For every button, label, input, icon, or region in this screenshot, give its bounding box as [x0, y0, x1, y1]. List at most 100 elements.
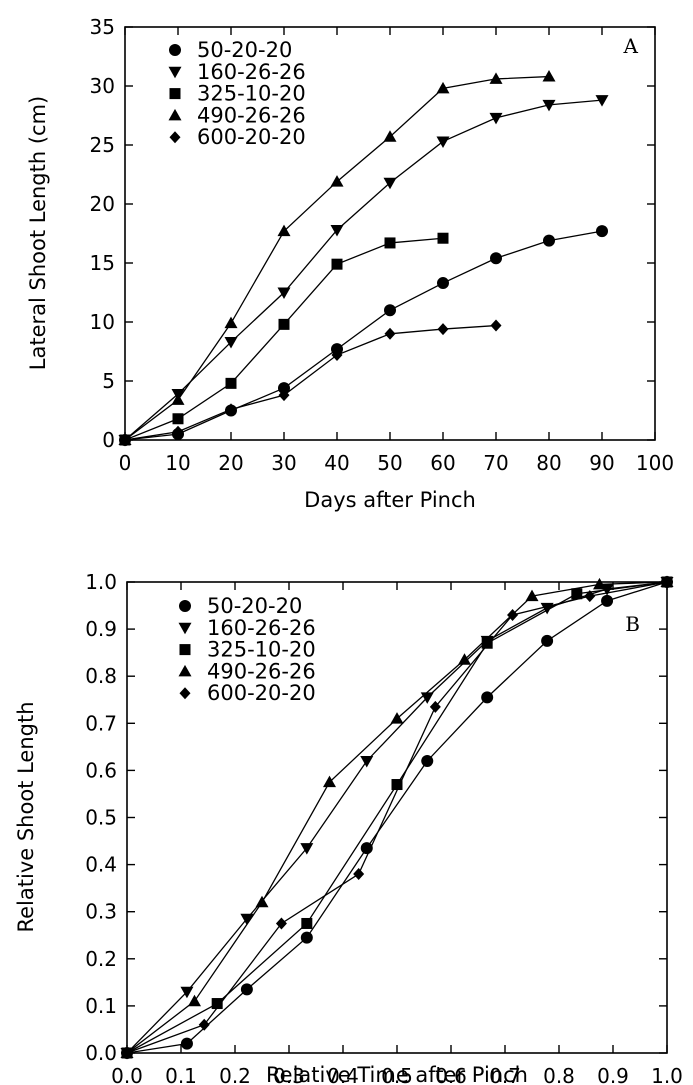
panel-a-data-point-50-20-20: [596, 225, 608, 238]
panel-b-y-tick-label: 0.2: [85, 947, 117, 971]
panel-a-data-point-325-10-20: [278, 318, 290, 330]
panel-a-x-axis-label: Days after Pinch: [304, 488, 476, 512]
panel-a-x-tick-label: 90: [589, 451, 614, 475]
panel-a-data-point-160-26-26: [542, 99, 556, 112]
panel-a-legend-marker-600-20-20: [169, 131, 181, 144]
panel-a-y-tick-label: 35: [90, 15, 115, 39]
panel-b-data-point-490-26-26: [390, 712, 404, 724]
panel-b-series-50-20-20: [121, 576, 673, 1059]
panel-a-data-point-490-26-26: [436, 81, 450, 94]
panel-b-data-point-325-10-20: [301, 917, 313, 929]
panel-a-legend-marker-325-10-20: [169, 88, 181, 100]
panel-b-data-point-50-20-20: [240, 983, 253, 996]
panel-a-data-point-600-20-20: [278, 389, 290, 402]
panel-a-data-point-600-20-20: [331, 349, 343, 362]
panel-b-data-point-50-20-20: [541, 634, 554, 647]
panel-a-x-tick-label: 0: [119, 451, 132, 475]
panel-a-data-point-50-20-20: [437, 277, 449, 290]
panel-a-data-point-160-26-26: [436, 136, 450, 148]
panel-b-legend-marker-490-26-26: [178, 664, 192, 677]
panel-b-x-tick-label: 1.0: [651, 1064, 683, 1085]
panel-a-legend-label-160-26-26: 160-26-26: [197, 60, 306, 84]
panel-b-data-point-160-26-26: [300, 843, 314, 855]
panel-b-y-tick-label: 0.6: [85, 758, 117, 782]
panel-b-x-tick-label: 0.3: [273, 1064, 305, 1085]
panel-b-legend-marker-600-20-20: [179, 687, 191, 700]
panel-b-y-tick-label: 0.5: [85, 806, 117, 830]
panel-b-data-point-50-20-20: [300, 931, 313, 944]
panel-b-data-point-50-20-20: [180, 1037, 193, 1050]
panel-a-x-tick-label: 40: [324, 451, 349, 475]
panel-a-legend-marker-50-20-20: [169, 44, 181, 56]
panel-b-data-point-600-20-20: [429, 700, 441, 713]
panel-b-y-tick-label: 0.1: [85, 994, 117, 1018]
panel-a-data-point-490-26-26: [542, 70, 556, 82]
panel-a-x-tick-label: 70: [483, 451, 508, 475]
panel-b-data-point-600-20-20: [584, 590, 596, 603]
panel-a-legend-label-490-26-26: 490-26-26: [197, 103, 306, 127]
panel-a-series-160-26-26: [118, 95, 609, 447]
panel-a-series-490-26-26: [118, 70, 556, 445]
panel-b-data-point-325-10-20: [571, 588, 583, 600]
panel-b-series-line-50-20-20: [126, 581, 668, 1054]
panel-b-data-point-50-20-20: [601, 594, 614, 607]
panel-a-data-point-490-26-26: [330, 175, 344, 187]
panel-a-data-point-490-26-26: [224, 316, 238, 329]
panel-a-data-point-325-10-20: [384, 237, 396, 249]
panel-b-legend: 50-20-20160-26-26325-10-20490-26-26600-2…: [178, 594, 316, 705]
panel-a-y-tick-label: 0: [102, 428, 115, 452]
panel-a-data-point-160-26-26: [595, 95, 609, 107]
panel-b-legend-label-325-10-20: 325-10-20: [207, 638, 316, 662]
panel-a-x-tick-label: 100: [636, 451, 674, 475]
panel-a-data-point-490-26-26: [489, 72, 503, 84]
panel-a-legend-label-50-20-20: 50-20-20: [197, 38, 292, 62]
panel-b-x-tick-label: 0.7: [489, 1064, 521, 1085]
panel-b-y-tick-label: 0.9: [85, 617, 117, 641]
panel-b-data-point-325-10-20: [481, 637, 493, 649]
panel-b-data-point-490-26-26: [323, 775, 336, 788]
panel-b-legend-label-490-26-26: 490-26-26: [207, 659, 316, 683]
panel-a-series-line-490-26-26: [124, 75, 550, 441]
panel-b-data-point-490-26-26: [593, 577, 606, 590]
panel-a-data-point-50-20-20: [490, 252, 502, 265]
panel-a-data-point-490-26-26: [383, 130, 397, 142]
panel-b-x-tick-label: 0.4: [327, 1064, 359, 1085]
panel-b-series-490-26-26: [120, 575, 674, 1058]
panel-b-legend-marker-50-20-20: [179, 600, 191, 612]
panel-b-data-point-490-26-26: [458, 653, 471, 665]
panel-b-x-tick-label: 0.8: [543, 1064, 575, 1085]
panel-b-data-point-50-20-20: [421, 754, 434, 767]
panel-b-data-point-600-20-20: [121, 1047, 133, 1059]
panel-b-letter: B: [625, 612, 640, 636]
panel-b-x-tick-label: 0.2: [219, 1064, 251, 1085]
panel-b-data-point-490-26-26: [188, 994, 201, 1007]
panel-b-series-600-20-20: [121, 576, 673, 1059]
panel-b-data-point-600-20-20: [661, 576, 673, 588]
panel-b-y-tick-label: 0.3: [85, 900, 117, 924]
panel-a-x-tick-label: 80: [536, 451, 561, 475]
panel-a-data-point-160-26-26: [330, 224, 344, 237]
panel-a-data-point-50-20-20: [278, 382, 290, 395]
panel-b-x-tick-label: 0.6: [435, 1064, 467, 1085]
panel-b-legend-marker-160-26-26: [178, 622, 192, 635]
panel-a-x-tick-label: 20: [218, 451, 243, 475]
panel-b-data-point-600-20-20: [275, 917, 287, 930]
panel-a-x-tick-label: 60: [430, 451, 455, 475]
panel-a-y-tick-label: 15: [90, 251, 115, 275]
panel-a-legend-marker-490-26-26: [168, 108, 182, 121]
panel-a-data-point-325-10-20: [172, 413, 184, 425]
panel-a-y-tick-label: 5: [102, 369, 115, 393]
panel-b-y-tick-label: 0.8: [85, 664, 117, 688]
panel-b-data-point-600-20-20: [198, 1018, 210, 1031]
panel-b-legend-marker-325-10-20: [179, 644, 191, 656]
panel-a-lateral-shoot-length-chart: 0 10 20 30 40 50 60 70 80 90 100 0 5 10 15 20 25 30 35 Days…: [26, 15, 674, 512]
panel-b-relative-shoot-length-chart: 0.0 0.1 0.2 0.3 0.4 0.5 0.6 0.7 0.8 0.9 1.0 0.0 0.1 0…: [14, 570, 683, 1085]
panel-b-x-tick-label: 0.9: [597, 1064, 629, 1085]
panel-a-data-point-325-10-20: [437, 232, 449, 244]
panel-b-data-point-160-26-26: [360, 755, 374, 768]
panel-b-x-tick-label: 0.1: [165, 1064, 197, 1085]
panel-b-data-point-490-26-26: [525, 589, 539, 602]
panel-a-y-axis-label: Lateral Shoot Length (cm): [26, 96, 50, 370]
panel-a-series-line-50-20-20: [124, 230, 603, 441]
